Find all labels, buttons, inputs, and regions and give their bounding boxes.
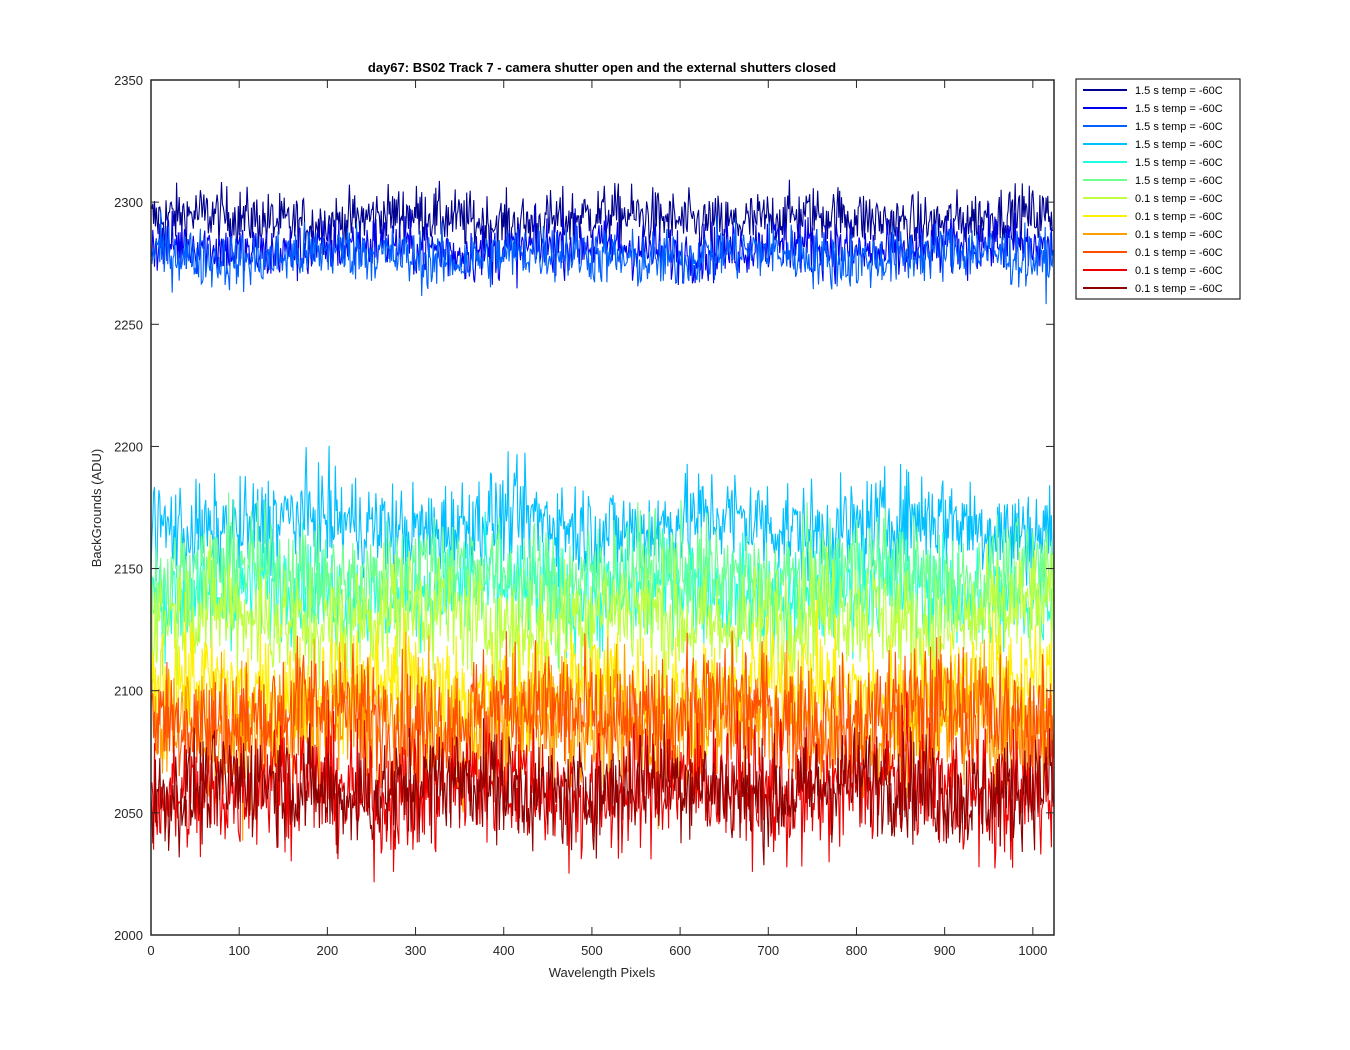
legend-label: 0.1 s temp = -60C [1135, 193, 1223, 205]
y-tick-label: 2000 [114, 928, 143, 943]
x-axis-label: Wavelength Pixels [549, 965, 656, 980]
legend-label: 1.5 s temp = -60C [1135, 103, 1223, 115]
x-tick-label: 400 [493, 943, 515, 958]
y-tick-label: 2100 [114, 684, 143, 699]
legend-label: 1.5 s temp = -60C [1135, 157, 1223, 169]
series-line-6 [150, 492, 1054, 645]
legend-label: 1.5 s temp = -60C [1135, 139, 1223, 151]
x-tick-label: 0 [147, 943, 154, 958]
chart-title: day67: BS02 Track 7 - camera shutter ope… [368, 60, 836, 75]
axes-box [150, 79, 1055, 936]
y-axis-label: BackGrounds (ADU) [89, 449, 104, 567]
legend-label: 1.5 s temp = -60C [1135, 175, 1223, 187]
y-axis-ticks: 2000 2050 2100 2150 2200 2250 2300 2350 [114, 73, 1054, 943]
y-tick-label: 2150 [114, 562, 143, 577]
x-tick-label: 700 [757, 943, 779, 958]
x-tick-label: 900 [934, 943, 956, 958]
y-tick-label: 2350 [114, 73, 143, 88]
y-tick-label: 2050 [114, 806, 143, 821]
legend-label: 1.5 s temp = -60C [1135, 121, 1223, 133]
legend-label: 0.1 s temp = -60C [1135, 229, 1223, 241]
plot-lines [150, 179, 1054, 883]
legend-label: 0.1 s temp = -60C [1135, 211, 1223, 223]
y-tick-label: 2300 [114, 195, 143, 210]
legend-label: 1.5 s temp = -60C [1135, 85, 1223, 97]
series-line-7 [150, 534, 1054, 699]
x-tick-label: 600 [669, 943, 691, 958]
series-line-12 [150, 718, 1054, 866]
y-tick-label: 2250 [114, 317, 143, 332]
series-line-3 [150, 211, 1054, 305]
legend-label: 0.1 s temp = -60C [1135, 265, 1223, 277]
legend-label: 0.1 s temp = -60C [1135, 283, 1223, 295]
x-tick-label: 100 [228, 943, 250, 958]
series-line-11 [150, 693, 1054, 883]
x-tick-label: 800 [846, 943, 868, 958]
series-line-2 [150, 202, 1054, 289]
legend-label: 0.1 s temp = -60C [1135, 247, 1223, 259]
series-line-4 [150, 445, 1054, 587]
series-line-1 [150, 179, 1054, 261]
x-tick-label: 500 [581, 943, 603, 958]
legend-box [1075, 78, 1241, 300]
x-tick-label: 1000 [1018, 943, 1047, 958]
y-tick-label: 2200 [114, 439, 143, 454]
x-axis-ticks: 0 100 200 300 400 500 600 700 800 900 1000 [147, 80, 1047, 958]
legend: 1.5 s temp = -60C 1.5 s temp = -60C 1.5 s … [1075, 78, 1241, 300]
x-tick-label: 300 [405, 943, 427, 958]
x-tick-label: 200 [317, 943, 339, 958]
series-line-9 [150, 631, 1054, 841]
